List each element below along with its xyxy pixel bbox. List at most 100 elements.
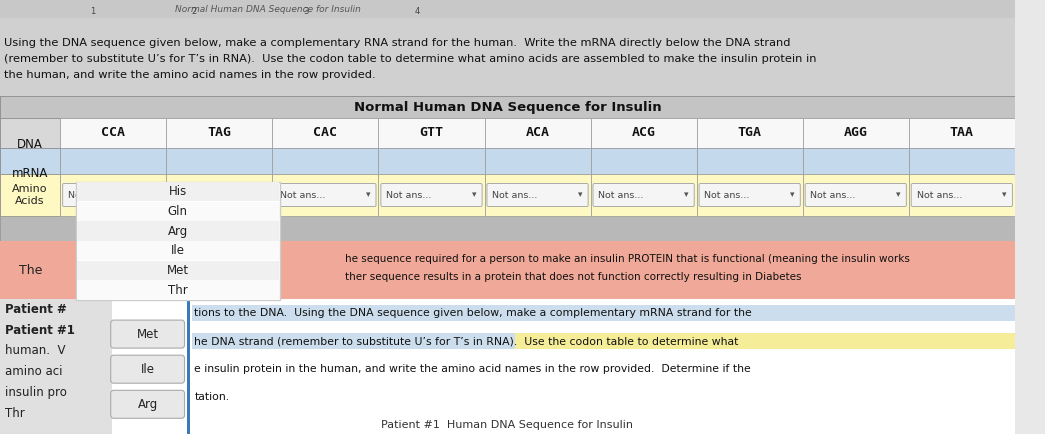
FancyBboxPatch shape xyxy=(168,184,270,207)
Bar xyxy=(909,118,1015,148)
Bar xyxy=(61,118,166,148)
Bar xyxy=(61,174,166,216)
Bar xyxy=(76,280,279,299)
Text: ther sequence results in a protein that does not function correctly resulting in: ther sequence results in a protein that … xyxy=(345,272,802,282)
Bar xyxy=(166,174,273,216)
Text: CCA: CCA xyxy=(101,126,125,139)
FancyBboxPatch shape xyxy=(911,184,1013,207)
Bar xyxy=(697,174,803,216)
Bar xyxy=(61,148,166,174)
Bar xyxy=(485,118,590,148)
Text: AGG: AGG xyxy=(843,126,867,139)
Bar xyxy=(187,299,190,434)
Text: ▾: ▾ xyxy=(471,191,477,200)
Text: Not ans...: Not ans... xyxy=(68,191,113,200)
Bar xyxy=(76,202,279,221)
Text: ▾: ▾ xyxy=(154,191,158,200)
Text: Ile: Ile xyxy=(170,244,185,257)
Text: ▾: ▾ xyxy=(683,191,689,200)
Text: Not ans...: Not ans... xyxy=(387,191,432,200)
Bar xyxy=(0,18,1015,96)
FancyBboxPatch shape xyxy=(111,320,185,348)
Text: GTT: GTT xyxy=(419,126,443,139)
Bar xyxy=(697,148,803,174)
Text: Thr: Thr xyxy=(168,284,188,297)
Text: ▾: ▾ xyxy=(790,191,794,200)
Text: ▾: ▾ xyxy=(896,191,901,200)
FancyBboxPatch shape xyxy=(111,355,185,383)
Bar xyxy=(590,148,697,174)
Bar xyxy=(803,148,909,174)
FancyBboxPatch shape xyxy=(487,184,588,207)
Bar xyxy=(273,148,378,174)
Text: Ile: Ile xyxy=(141,363,155,376)
Text: he DNA strand (remember to substitute U’s for T’s in RNA).  Use the codon table : he DNA strand (remember to substitute U’… xyxy=(194,336,739,346)
Text: he sequence required for a person to make an insulin PROTEIN that is functional : he sequence required for a person to mak… xyxy=(345,254,909,264)
Text: (remember to substitute U’s for T’s in RNA).  Use the codon table to determine w: (remember to substitute U’s for T’s in R… xyxy=(4,54,816,64)
Bar xyxy=(192,333,1015,349)
Text: Normal Human DNA Sequence for Insulin: Normal Human DNA Sequence for Insulin xyxy=(353,101,661,114)
Bar xyxy=(378,118,485,148)
Text: Patient #1: Patient #1 xyxy=(5,324,75,337)
FancyBboxPatch shape xyxy=(111,390,185,418)
Bar xyxy=(76,182,279,201)
Text: ▾: ▾ xyxy=(578,191,582,200)
Text: tation.: tation. xyxy=(194,392,229,402)
Text: tions to the DNA.  Using the DNA sequence given below, make a complementary mRNA: tions to the DNA. Using the DNA sequence… xyxy=(194,308,752,318)
Text: the human, and write the amino acid names in the row provided.: the human, and write the amino acid name… xyxy=(4,70,375,80)
Bar xyxy=(909,148,1015,174)
Text: Arg: Arg xyxy=(167,225,188,238)
Bar xyxy=(803,118,909,148)
FancyBboxPatch shape xyxy=(593,184,694,207)
Bar xyxy=(192,305,1015,321)
Bar xyxy=(76,241,279,260)
Text: 1: 1 xyxy=(90,7,95,16)
Text: insulin pro: insulin pro xyxy=(5,386,67,399)
Bar xyxy=(909,174,1015,216)
Bar xyxy=(697,118,803,148)
Text: Patient #1  Human DNA Sequence for Insulin: Patient #1 Human DNA Sequence for Insuli… xyxy=(381,420,633,430)
Bar xyxy=(0,0,1015,18)
Text: DNA: DNA xyxy=(17,138,43,151)
Text: Not ans...: Not ans... xyxy=(704,191,750,200)
Text: Patient #: Patient # xyxy=(5,303,67,316)
Text: Not ans...: Not ans... xyxy=(175,191,219,200)
Text: Thr: Thr xyxy=(5,407,25,420)
FancyBboxPatch shape xyxy=(63,184,164,207)
Text: CAC: CAC xyxy=(314,126,338,139)
Text: human.  V: human. V xyxy=(5,345,66,358)
Text: 3: 3 xyxy=(303,7,308,16)
Bar xyxy=(0,96,1015,241)
Text: mRNA: mRNA xyxy=(11,167,48,180)
Bar xyxy=(273,118,378,148)
Text: ▾: ▾ xyxy=(366,191,370,200)
Text: ACG: ACG xyxy=(631,126,655,139)
Text: Not ans...: Not ans... xyxy=(599,191,644,200)
Text: ACA: ACA xyxy=(526,126,550,139)
Bar xyxy=(166,148,273,174)
Text: TGA: TGA xyxy=(738,126,762,139)
FancyBboxPatch shape xyxy=(380,184,482,207)
FancyBboxPatch shape xyxy=(75,182,280,300)
Bar xyxy=(0,299,112,434)
FancyBboxPatch shape xyxy=(275,184,376,207)
Bar xyxy=(0,241,1015,299)
Text: ▾: ▾ xyxy=(1002,191,1006,200)
Text: Not ans...: Not ans... xyxy=(280,191,325,200)
Text: Not ans...: Not ans... xyxy=(811,191,856,200)
FancyBboxPatch shape xyxy=(805,184,906,207)
Bar xyxy=(76,261,279,280)
Bar xyxy=(0,96,1015,118)
Bar xyxy=(76,221,279,240)
Text: ▾: ▾ xyxy=(259,191,264,200)
Bar xyxy=(378,174,485,216)
Bar xyxy=(485,148,590,174)
Bar xyxy=(0,174,61,216)
Bar xyxy=(166,118,273,148)
Text: Using the DNA sequence given below, make a complementary RNA strand for the huma: Using the DNA sequence given below, make… xyxy=(4,38,790,48)
Bar xyxy=(515,333,1015,349)
Bar xyxy=(590,118,697,148)
Bar xyxy=(590,174,697,216)
Text: Not ans...: Not ans... xyxy=(492,191,537,200)
Text: The: The xyxy=(20,263,43,276)
